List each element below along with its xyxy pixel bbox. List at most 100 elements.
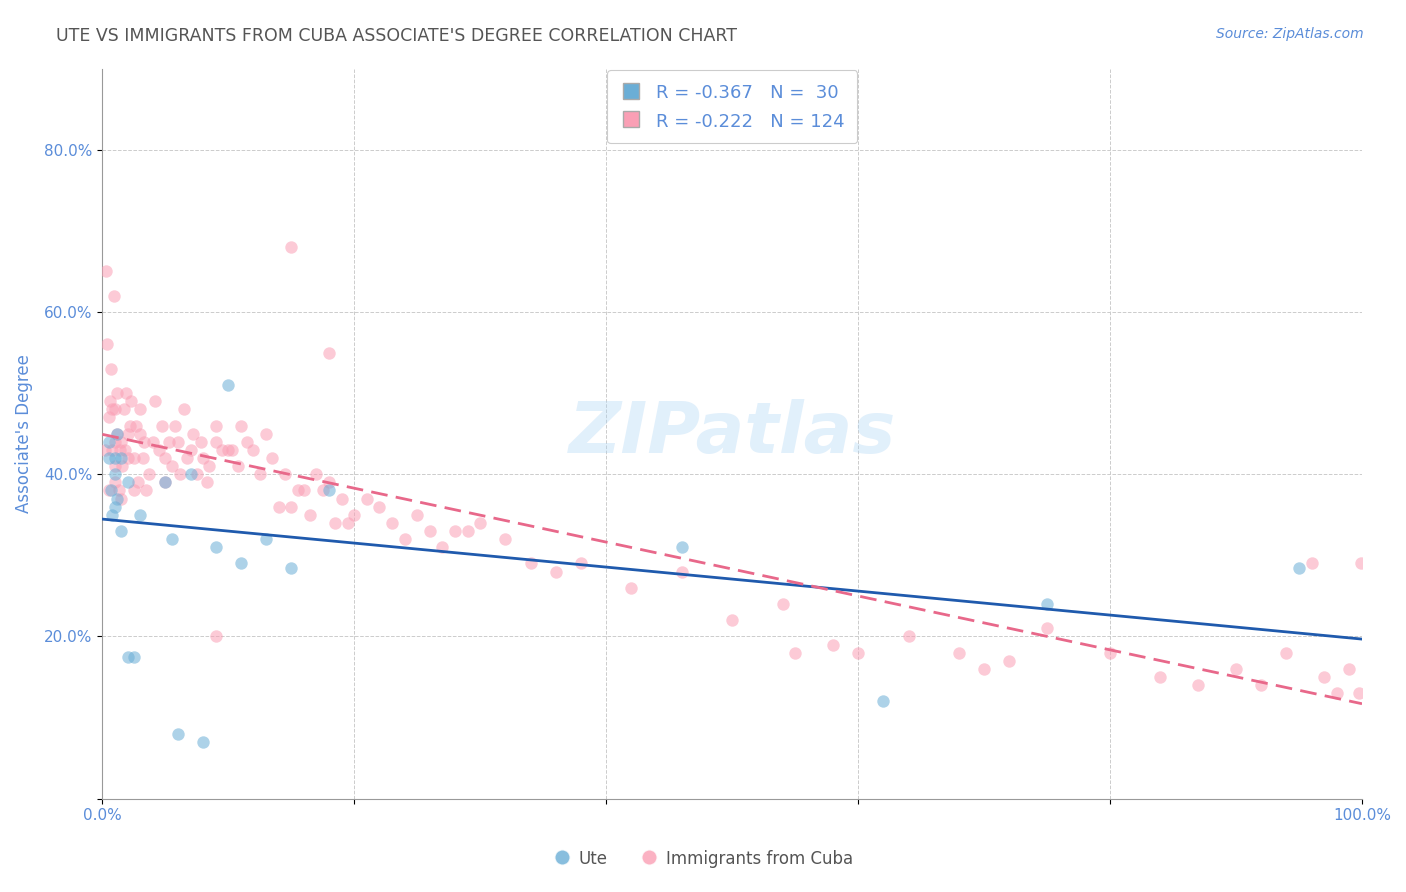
- Point: [167, 434, 190, 449]
- Point: [111, 459, 134, 474]
- Point: [155, 450, 177, 465]
- Point: [132, 434, 155, 449]
- Point: [169, 467, 191, 482]
- Point: [110, 434, 132, 449]
- Point: [148, 442, 170, 457]
- Point: [721, 613, 744, 627]
- Point: [204, 434, 226, 449]
- Point: [129, 508, 152, 522]
- Point: [470, 516, 492, 530]
- Point: [1301, 557, 1323, 571]
- Point: [114, 442, 136, 457]
- Point: [97, 410, 120, 425]
- Point: [204, 630, 226, 644]
- Point: [107, 426, 129, 441]
- Point: [229, 557, 252, 571]
- Point: [104, 434, 127, 449]
- Point: [107, 426, 129, 441]
- Point: [131, 450, 153, 465]
- Point: [155, 475, 177, 490]
- Point: [336, 516, 359, 530]
- Point: [191, 450, 214, 465]
- Point: [100, 483, 122, 498]
- Point: [98, 394, 121, 409]
- Point: [101, 508, 124, 522]
- Point: [104, 459, 127, 474]
- Point: [1149, 670, 1171, 684]
- Point: [143, 394, 166, 409]
- Point: [157, 434, 180, 449]
- Point: [173, 402, 195, 417]
- Point: [254, 532, 277, 546]
- Point: [138, 467, 160, 482]
- Point: [1350, 557, 1372, 571]
- Point: [120, 394, 142, 409]
- Point: [115, 386, 138, 401]
- Point: [129, 402, 152, 417]
- Point: [150, 418, 173, 433]
- Point: [103, 289, 125, 303]
- Point: [104, 475, 127, 490]
- Point: [287, 483, 309, 498]
- Point: [181, 426, 204, 441]
- Point: [671, 540, 693, 554]
- Point: [1326, 686, 1348, 700]
- Point: [1339, 662, 1361, 676]
- Point: [267, 500, 290, 514]
- Point: [249, 467, 271, 482]
- Point: [112, 402, 135, 417]
- Point: [165, 418, 187, 433]
- Point: [217, 442, 239, 457]
- Point: [211, 442, 233, 457]
- Point: [190, 434, 212, 449]
- Point: [254, 426, 277, 441]
- Point: [1275, 646, 1298, 660]
- Point: [122, 450, 145, 465]
- Point: [122, 649, 145, 664]
- Point: [179, 467, 201, 482]
- Point: [1313, 670, 1336, 684]
- Point: [1348, 686, 1371, 700]
- Point: [356, 491, 378, 506]
- Point: [107, 483, 129, 498]
- Point: [104, 500, 127, 514]
- Point: [155, 475, 177, 490]
- Point: [280, 500, 302, 514]
- Point: [221, 442, 243, 457]
- Point: [318, 345, 340, 359]
- Point: [107, 491, 129, 506]
- Point: [242, 442, 264, 457]
- Point: [186, 467, 208, 482]
- Point: [772, 597, 794, 611]
- Point: [191, 735, 214, 749]
- Point: [236, 434, 259, 449]
- Point: [117, 426, 139, 441]
- Point: [94, 442, 117, 457]
- Point: [1036, 597, 1059, 611]
- Point: [444, 524, 467, 538]
- Point: [96, 337, 118, 351]
- Point: [142, 434, 165, 449]
- Point: [110, 524, 132, 538]
- Point: [785, 646, 807, 660]
- Point: [1187, 678, 1209, 692]
- Point: [127, 475, 149, 490]
- Point: [569, 557, 592, 571]
- Point: [167, 727, 190, 741]
- Point: [998, 654, 1021, 668]
- Point: [104, 450, 127, 465]
- Text: ZIPatlas: ZIPatlas: [568, 399, 896, 468]
- Point: [262, 450, 284, 465]
- Point: [973, 662, 995, 676]
- Point: [292, 483, 315, 498]
- Point: [110, 491, 132, 506]
- Point: [494, 532, 516, 546]
- Point: [97, 434, 120, 449]
- Point: [101, 402, 124, 417]
- Point: [129, 426, 152, 441]
- Point: [125, 418, 148, 433]
- Point: [897, 630, 920, 644]
- Text: UTE VS IMMIGRANTS FROM CUBA ASSOCIATE'S DEGREE CORRELATION CHART: UTE VS IMMIGRANTS FROM CUBA ASSOCIATE'S …: [56, 27, 737, 45]
- Point: [312, 483, 335, 498]
- Legend: Ute, Immigrants from Cuba: Ute, Immigrants from Cuba: [547, 844, 859, 875]
